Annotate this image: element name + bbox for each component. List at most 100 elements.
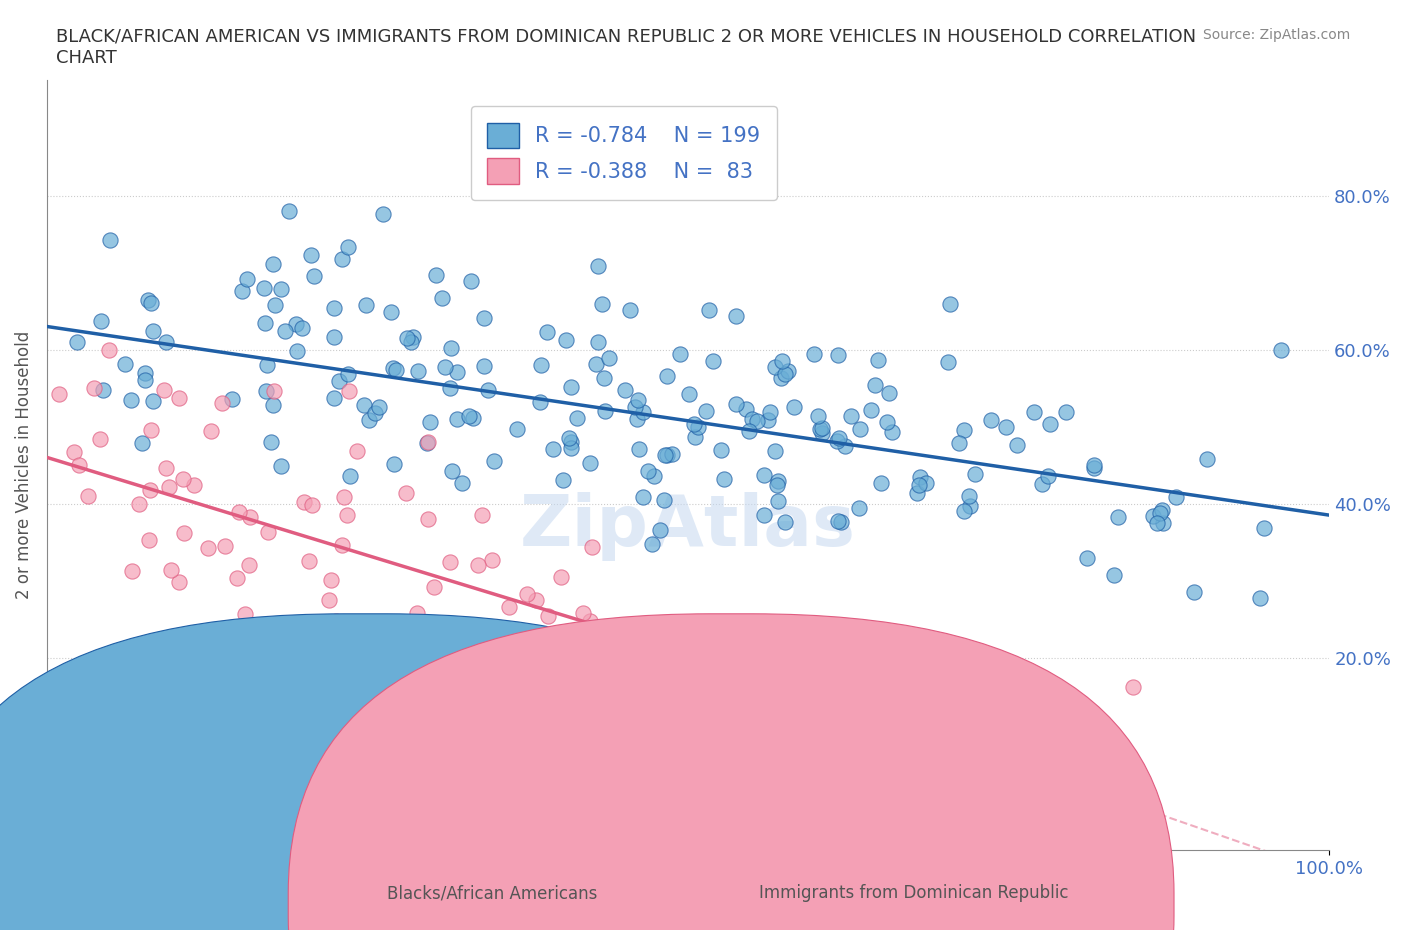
Point [730,671,752,686]
Point [688,419,710,434]
Point [763,360,786,375]
Point [724,309,747,324]
Point [631,405,654,419]
Text: BLACK/AFRICAN AMERICAN VS IMMIGRANTS FROM DOMINICAN REPUBLIC 2 OR MORE VEHICLES : BLACK/AFRICAN AMERICAN VS IMMIGRANTS FRO… [56,28,1197,67]
Point [763,444,786,458]
Point [963,467,986,482]
Point [339,469,361,484]
Point [301,498,323,512]
Point [1146,515,1168,530]
Point [630,687,652,702]
Point [745,413,768,428]
Point [848,422,870,437]
Point [446,411,468,426]
Point [477,383,499,398]
Point [599,664,621,679]
Point [323,330,346,345]
Text: Blacks/African Americans: Blacks/African Americans [387,884,598,902]
Point [396,330,419,345]
Point [908,477,931,492]
Point [142,393,165,408]
Point [211,396,233,411]
Point [1164,490,1187,505]
Point [90,313,112,328]
Point [254,384,277,399]
Point [995,419,1018,434]
Point [231,284,253,299]
Point [264,298,287,312]
Point [1149,505,1171,520]
Point [560,434,582,449]
Point [98,233,121,248]
Point [1054,405,1077,419]
Point [683,430,706,445]
Point [1270,343,1292,358]
Point [657,368,679,383]
Point [524,592,547,607]
Point [567,410,589,425]
Point [233,606,256,621]
Point [278,204,301,219]
Point [346,444,368,458]
Point [439,381,461,396]
Point [1039,416,1062,431]
Point [406,606,429,621]
Point [336,508,359,523]
Point [586,335,609,350]
Point [77,489,100,504]
Point [239,510,262,525]
Point [446,365,468,379]
Point [759,405,782,419]
Point [593,371,616,386]
Point [688,653,710,668]
Point [827,348,849,363]
Point [882,424,904,439]
Point [200,424,222,439]
Point [262,257,284,272]
Point [401,329,423,344]
Point [451,476,474,491]
Point [585,357,607,372]
Point [769,370,792,385]
Point [418,512,440,526]
Point [830,514,852,529]
Point [652,493,675,508]
Point [516,587,538,602]
Point [654,447,676,462]
Point [619,302,641,317]
Point [550,570,572,585]
Point [172,472,194,486]
Point [848,500,870,515]
Point [260,434,283,449]
Point [724,397,747,412]
Point [488,632,510,647]
Point [430,290,453,305]
Point [294,495,316,510]
Point [167,575,190,590]
Point [980,412,1002,427]
Point [91,382,114,397]
Point [541,442,564,457]
Point [959,498,981,513]
Point [472,311,495,325]
Point [439,554,461,569]
Point [866,352,889,367]
Point [395,485,418,500]
Point [827,514,849,529]
Point [371,206,394,221]
Point [235,272,257,286]
Point [637,464,659,479]
Point [121,563,143,578]
Legend: R = -0.784    N = 199, R = -0.388    N =  83: R = -0.784 N = 199, R = -0.388 N = 83 [471,106,778,201]
Point [467,558,489,573]
Point [486,656,509,671]
Point [425,267,447,282]
Point [139,296,162,311]
Point [423,580,446,595]
Point [330,538,353,552]
Point [614,382,637,397]
Point [738,714,761,729]
Point [120,392,142,407]
Point [579,614,602,629]
Point [877,385,900,400]
